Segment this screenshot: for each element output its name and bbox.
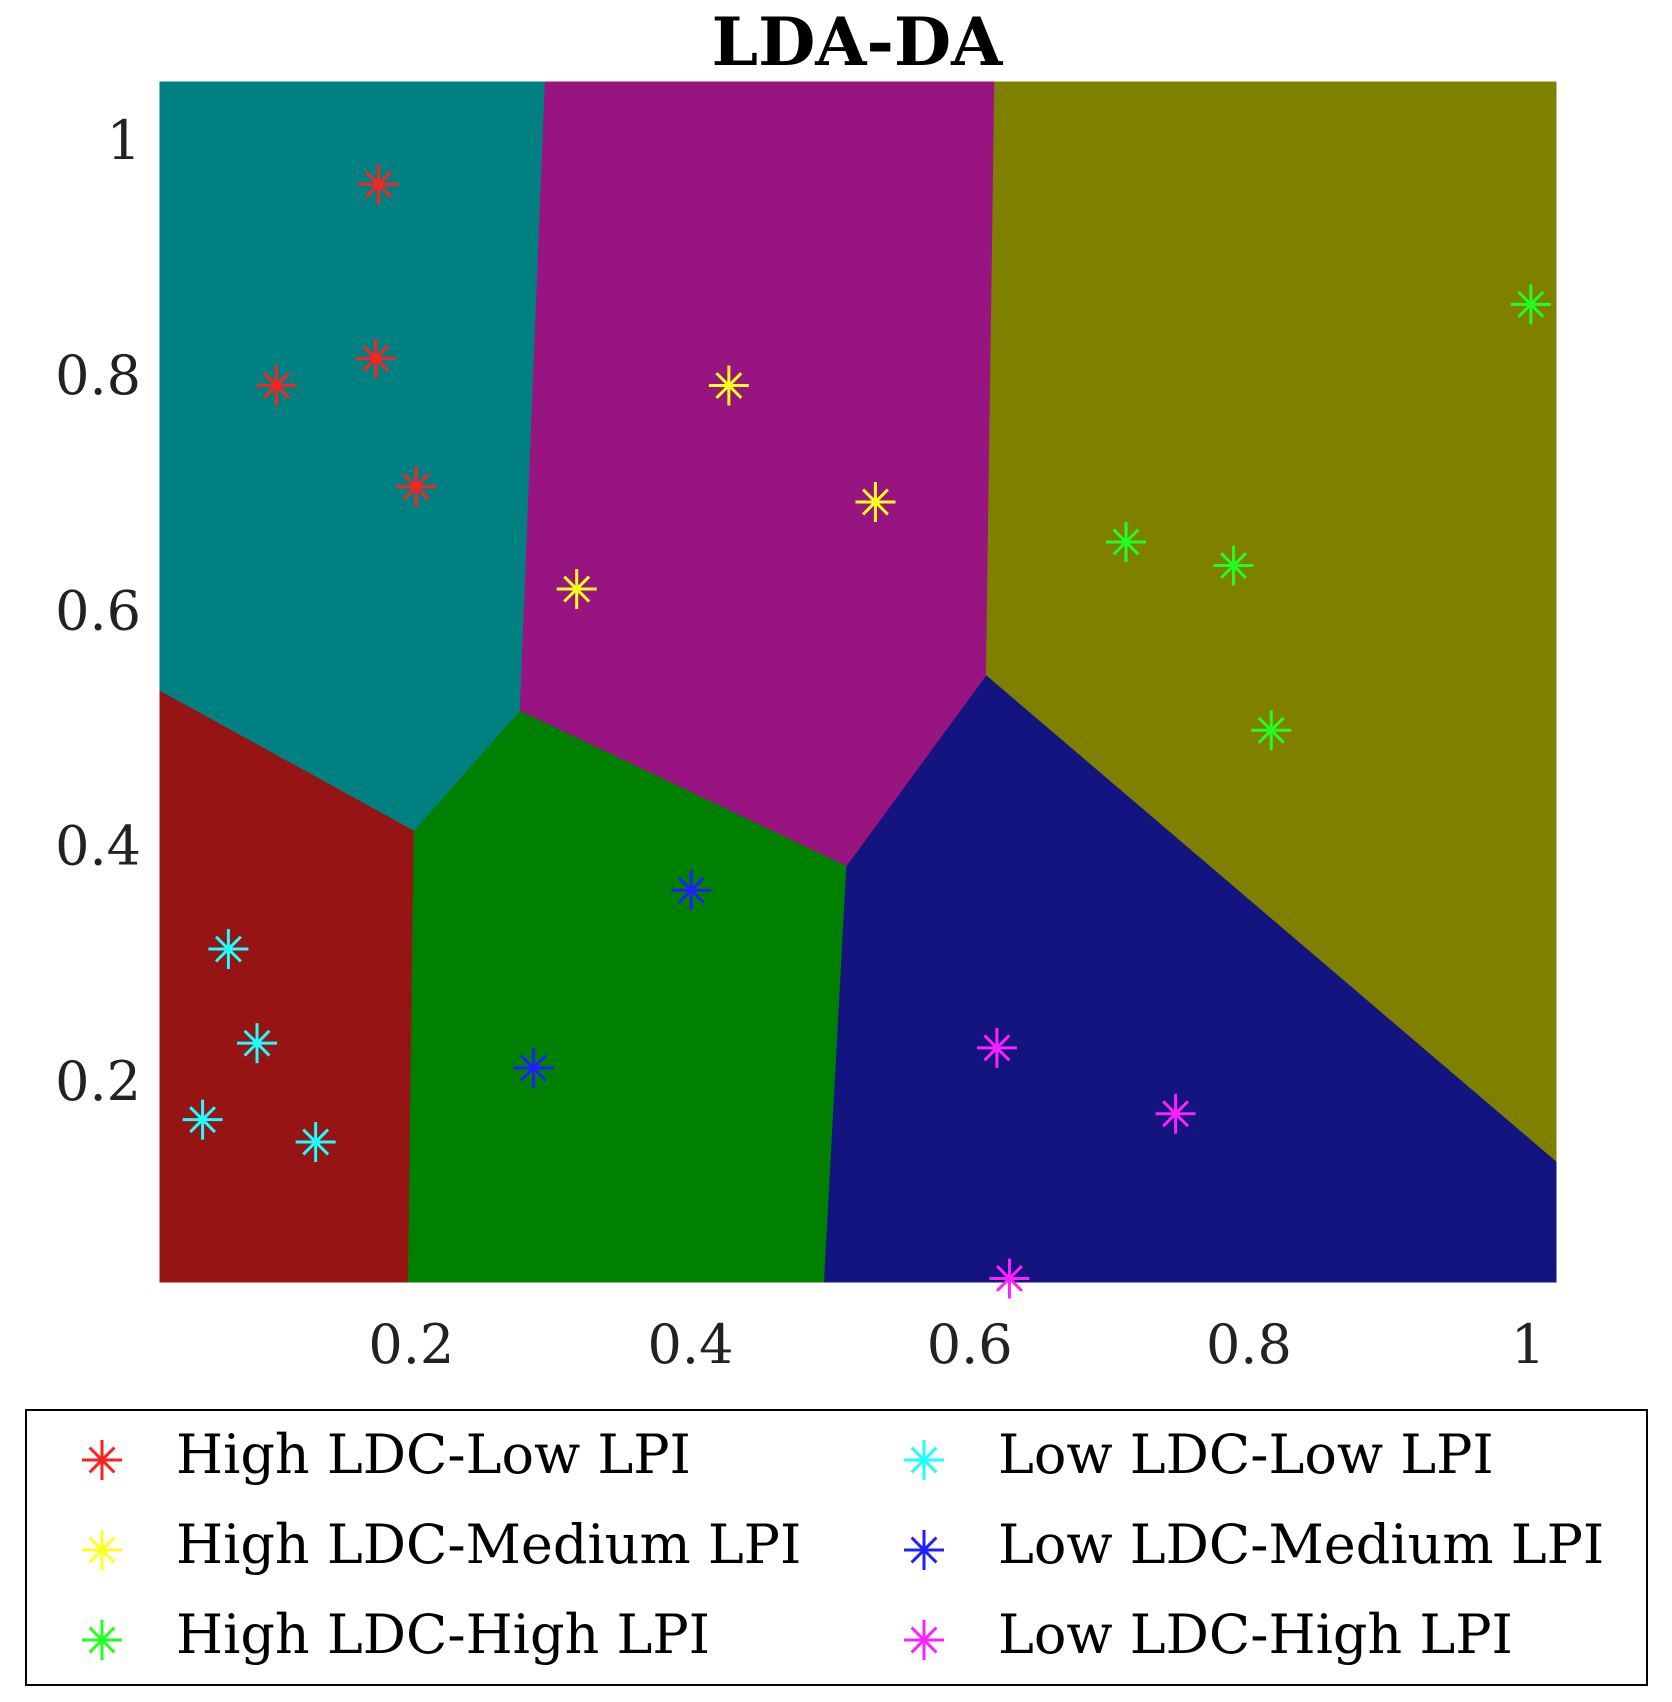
x-axis-ticks: 0.2 0.4 0.6 0.8 1 <box>368 1313 1545 1376</box>
scatter-markers <box>182 164 1551 1299</box>
point-low-ldc-high-lpi-1 <box>976 1027 1017 1068</box>
point-high-ldc-low-lpi-3 <box>256 365 297 406</box>
point-high-ldc-high-lpi-1 <box>1510 284 1551 325</box>
y-tick-label-0.4: 0.4 <box>55 815 141 878</box>
x-tick-label-1: 1 <box>1511 1313 1545 1376</box>
legend-marker-high-ldc-low-lpi <box>82 1440 122 1480</box>
legend-marker-high-ldc-high-lpi <box>82 1620 122 1660</box>
y-axis-ticks: 0.2 0.4 0.6 0.8 1 <box>55 109 141 1113</box>
point-low-ldc-high-lpi-2 <box>1155 1093 1196 1134</box>
legend-marker-high-ldc-medium-lpi <box>82 1530 122 1570</box>
point-high-ldc-low-lpi-1 <box>358 164 399 205</box>
legend-marker-low-ldc-low-lpi <box>904 1440 944 1480</box>
point-high-ldc-low-lpi-2 <box>355 338 396 379</box>
legend-label-low-ldc-low-lpi: Low LDC-Low LPI <box>998 1423 1494 1486</box>
point-high-ldc-medium-lpi-3 <box>556 569 597 610</box>
legend-label-high-ldc-medium-lpi: High LDC-Medium LPI <box>176 1513 801 1576</box>
point-low-ldc-low-lpi-2 <box>237 1023 278 1064</box>
legend-label-high-ldc-high-lpi: High LDC-High LPI <box>176 1603 710 1666</box>
legend-label-high-ldc-low-lpi: High LDC-Low LPI <box>176 1423 691 1486</box>
point-high-ldc-high-lpi-3 <box>1213 545 1254 586</box>
x-tick-label-0.4: 0.4 <box>648 1313 734 1376</box>
legend: High LDC-Low LPI High LDC-Medium LPI Hig… <box>25 1409 1648 1686</box>
y-tick-label-0.6: 0.6 <box>55 579 141 642</box>
point-low-ldc-low-lpi-4 <box>295 1122 336 1162</box>
point-high-ldc-high-lpi-4 <box>1251 710 1292 751</box>
point-low-ldc-medium-lpi-1 <box>671 870 712 911</box>
point-low-ldc-low-lpi-3 <box>182 1099 223 1140</box>
legend-markers <box>82 1440 944 1660</box>
point-low-ldc-low-lpi-1 <box>208 929 249 970</box>
legend-marker-low-ldc-medium-lpi <box>904 1530 944 1570</box>
y-tick-label-0.2: 0.2 <box>55 1050 141 1113</box>
legend-box <box>25 1409 1648 1686</box>
point-low-ldc-high-lpi-3 <box>989 1258 1030 1299</box>
point-high-ldc-medium-lpi-2 <box>855 482 896 522</box>
point-high-ldc-low-lpi-4 <box>396 466 437 507</box>
x-tick-label-0.2: 0.2 <box>368 1313 454 1376</box>
decision-regions <box>159 81 1557 1283</box>
point-low-ldc-medium-lpi-2 <box>513 1047 554 1088</box>
chart-title: LDA-DA <box>712 3 1003 81</box>
y-tick-label-1: 1 <box>107 109 141 172</box>
legend-marker-low-ldc-high-lpi <box>904 1620 944 1660</box>
x-tick-label-0.6: 0.6 <box>927 1313 1013 1376</box>
y-tick-label-0.8: 0.8 <box>55 344 141 407</box>
legend-label-low-ldc-high-lpi: Low LDC-High LPI <box>998 1603 1513 1666</box>
high-ldc-low-lpi-region <box>159 81 546 833</box>
point-high-ldc-high-lpi-2 <box>1106 522 1147 562</box>
x-tick-label-0.8: 0.8 <box>1206 1313 1292 1376</box>
low-ldc-high-lpi-region <box>823 675 1557 1283</box>
point-high-ldc-medium-lpi-1 <box>708 365 749 406</box>
legend-label-low-ldc-medium-lpi: Low LDC-Medium LPI <box>998 1513 1604 1576</box>
